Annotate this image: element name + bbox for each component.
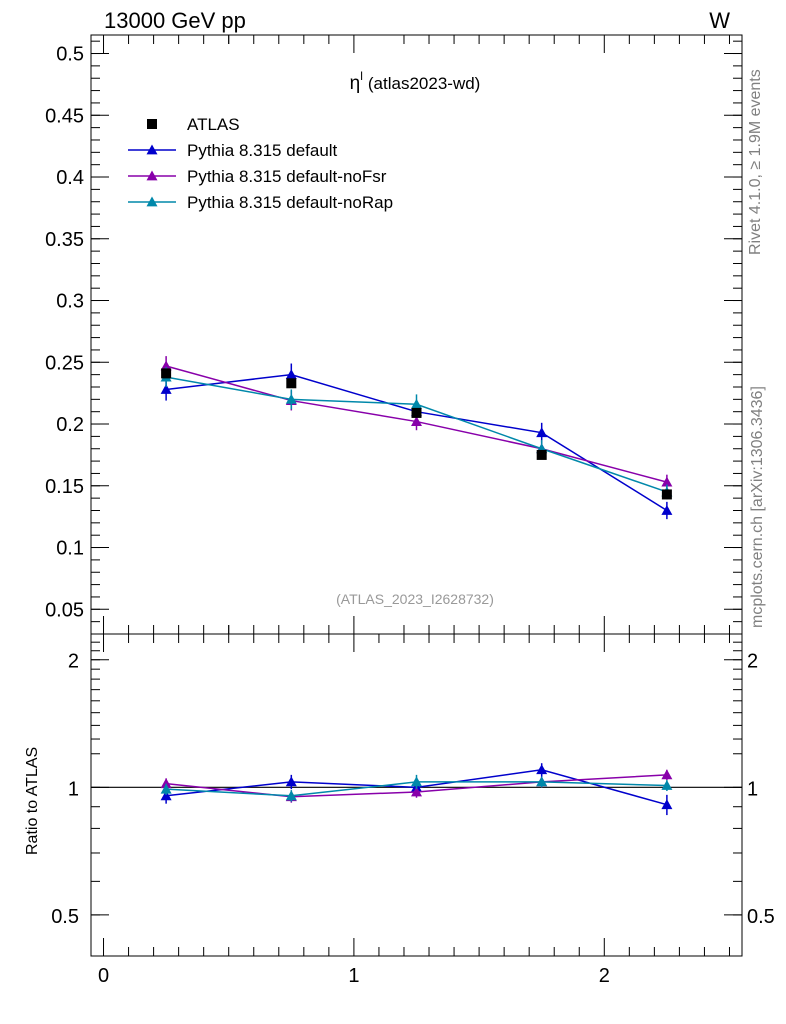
x-tick-label: 1 bbox=[348, 965, 359, 987]
legend-marker-atlas bbox=[147, 119, 157, 129]
ratio-y-tick-label-left: 1 bbox=[68, 778, 79, 800]
legend-label: ATLAS bbox=[187, 115, 240, 134]
ratio-point bbox=[411, 786, 422, 797]
y-tick-label: 0.45 bbox=[45, 105, 84, 127]
ratio-point bbox=[160, 783, 172, 794]
main-panel: 0.05 0.1 0.15 0.2 0.25 0.3 0.35 0.4 0.45 0.5 ηl (a… bbox=[45, 34, 743, 635]
legend-label: Pythia 8.315 default bbox=[187, 141, 338, 160]
side-label-top: Rivet 4.1.0, ≥ 1.9M events bbox=[747, 69, 764, 255]
data-point bbox=[411, 416, 422, 426]
x-tick-label: 0 bbox=[98, 965, 109, 987]
legend-label: Pythia 8.315 default-noRap bbox=[187, 193, 393, 212]
y-tick-label: 0.1 bbox=[56, 538, 84, 560]
title-suffix: (atlas2023-wd) bbox=[368, 74, 480, 93]
ratio-point bbox=[285, 790, 297, 801]
y-tick-label: 0.35 bbox=[45, 229, 84, 251]
legend-marker bbox=[146, 170, 158, 181]
y-tick-label: 0.5 bbox=[56, 44, 84, 66]
atlas-data-point bbox=[536, 449, 547, 460]
ratio-y-tick-label-left: 0.5 bbox=[51, 906, 79, 928]
ratio-point bbox=[536, 776, 548, 787]
ratio-y-tick-label-left: 2 bbox=[68, 651, 79, 673]
data-point bbox=[160, 360, 172, 371]
data-point bbox=[661, 476, 673, 487]
ratio-point bbox=[160, 778, 172, 789]
data-point bbox=[160, 383, 172, 394]
y-tick-label: 0.05 bbox=[45, 599, 84, 621]
title-eta: η bbox=[350, 73, 361, 94]
main-title: ηl (atlas2023-wd) bbox=[350, 69, 481, 94]
ratio-point bbox=[411, 776, 422, 787]
main-axis-ticks: 0.05 0.1 0.15 0.2 0.25 0.3 0.35 0.4 0.45 0.5 bbox=[45, 35, 742, 635]
title-superscript: l bbox=[360, 69, 363, 83]
atlas-data-point bbox=[411, 407, 422, 418]
legend-label: Pythia 8.315 default-noFsr bbox=[187, 167, 387, 186]
side-label-bottom: mcplots.cern.ch [arXiv:1306.3436] bbox=[749, 386, 766, 628]
legend: ATLAS Pythia 8.315 default Pythia 8.315 de… bbox=[128, 115, 393, 212]
ratio-point bbox=[661, 799, 673, 810]
main-marks bbox=[160, 356, 673, 520]
analysis-watermark: (ATLAS_2023_I2628732) bbox=[336, 591, 494, 607]
ratio-frame bbox=[90, 633, 743, 957]
header-right: W bbox=[709, 8, 730, 33]
header-left: 13000 GeV pp bbox=[104, 8, 246, 33]
y-tick-label: 0.4 bbox=[56, 167, 84, 189]
ratio-point bbox=[661, 779, 673, 790]
ratio-point bbox=[285, 776, 297, 787]
atlas-data-point bbox=[161, 368, 172, 379]
ratio-point bbox=[160, 790, 172, 801]
ratio-ylabel: Ratio to ATLAS bbox=[24, 747, 41, 855]
ratio-point bbox=[536, 764, 548, 775]
series-line-3 bbox=[165, 376, 668, 493]
y-tick-label: 0.3 bbox=[56, 291, 84, 313]
y-tick-label: 0.2 bbox=[56, 414, 84, 436]
atlas-data-point bbox=[286, 378, 297, 389]
data-point bbox=[661, 504, 673, 515]
legend-marker bbox=[146, 196, 158, 207]
y-tick-label: 0.15 bbox=[45, 476, 84, 498]
ratio-point bbox=[661, 769, 673, 780]
ratio-panel: 0.5 0.5 1 1 2 2 0 1 2 Ratio to ATLAS bbox=[24, 633, 775, 987]
x-tick-label: 2 bbox=[599, 965, 610, 987]
ratio-y-tick-label-right: 0.5 bbox=[747, 906, 775, 928]
data-point bbox=[411, 398, 422, 409]
data-point bbox=[536, 427, 548, 438]
data-point bbox=[285, 369, 297, 380]
ratio-marks bbox=[160, 763, 673, 816]
ratio-y-tick-label-right: 1 bbox=[747, 778, 758, 800]
y-tick-label: 0.25 bbox=[45, 352, 84, 374]
atlas-data-point bbox=[661, 489, 672, 500]
legend-marker bbox=[146, 144, 158, 155]
ratio-y-tick-label-right: 2 bbox=[747, 651, 758, 673]
data-point bbox=[285, 393, 297, 404]
